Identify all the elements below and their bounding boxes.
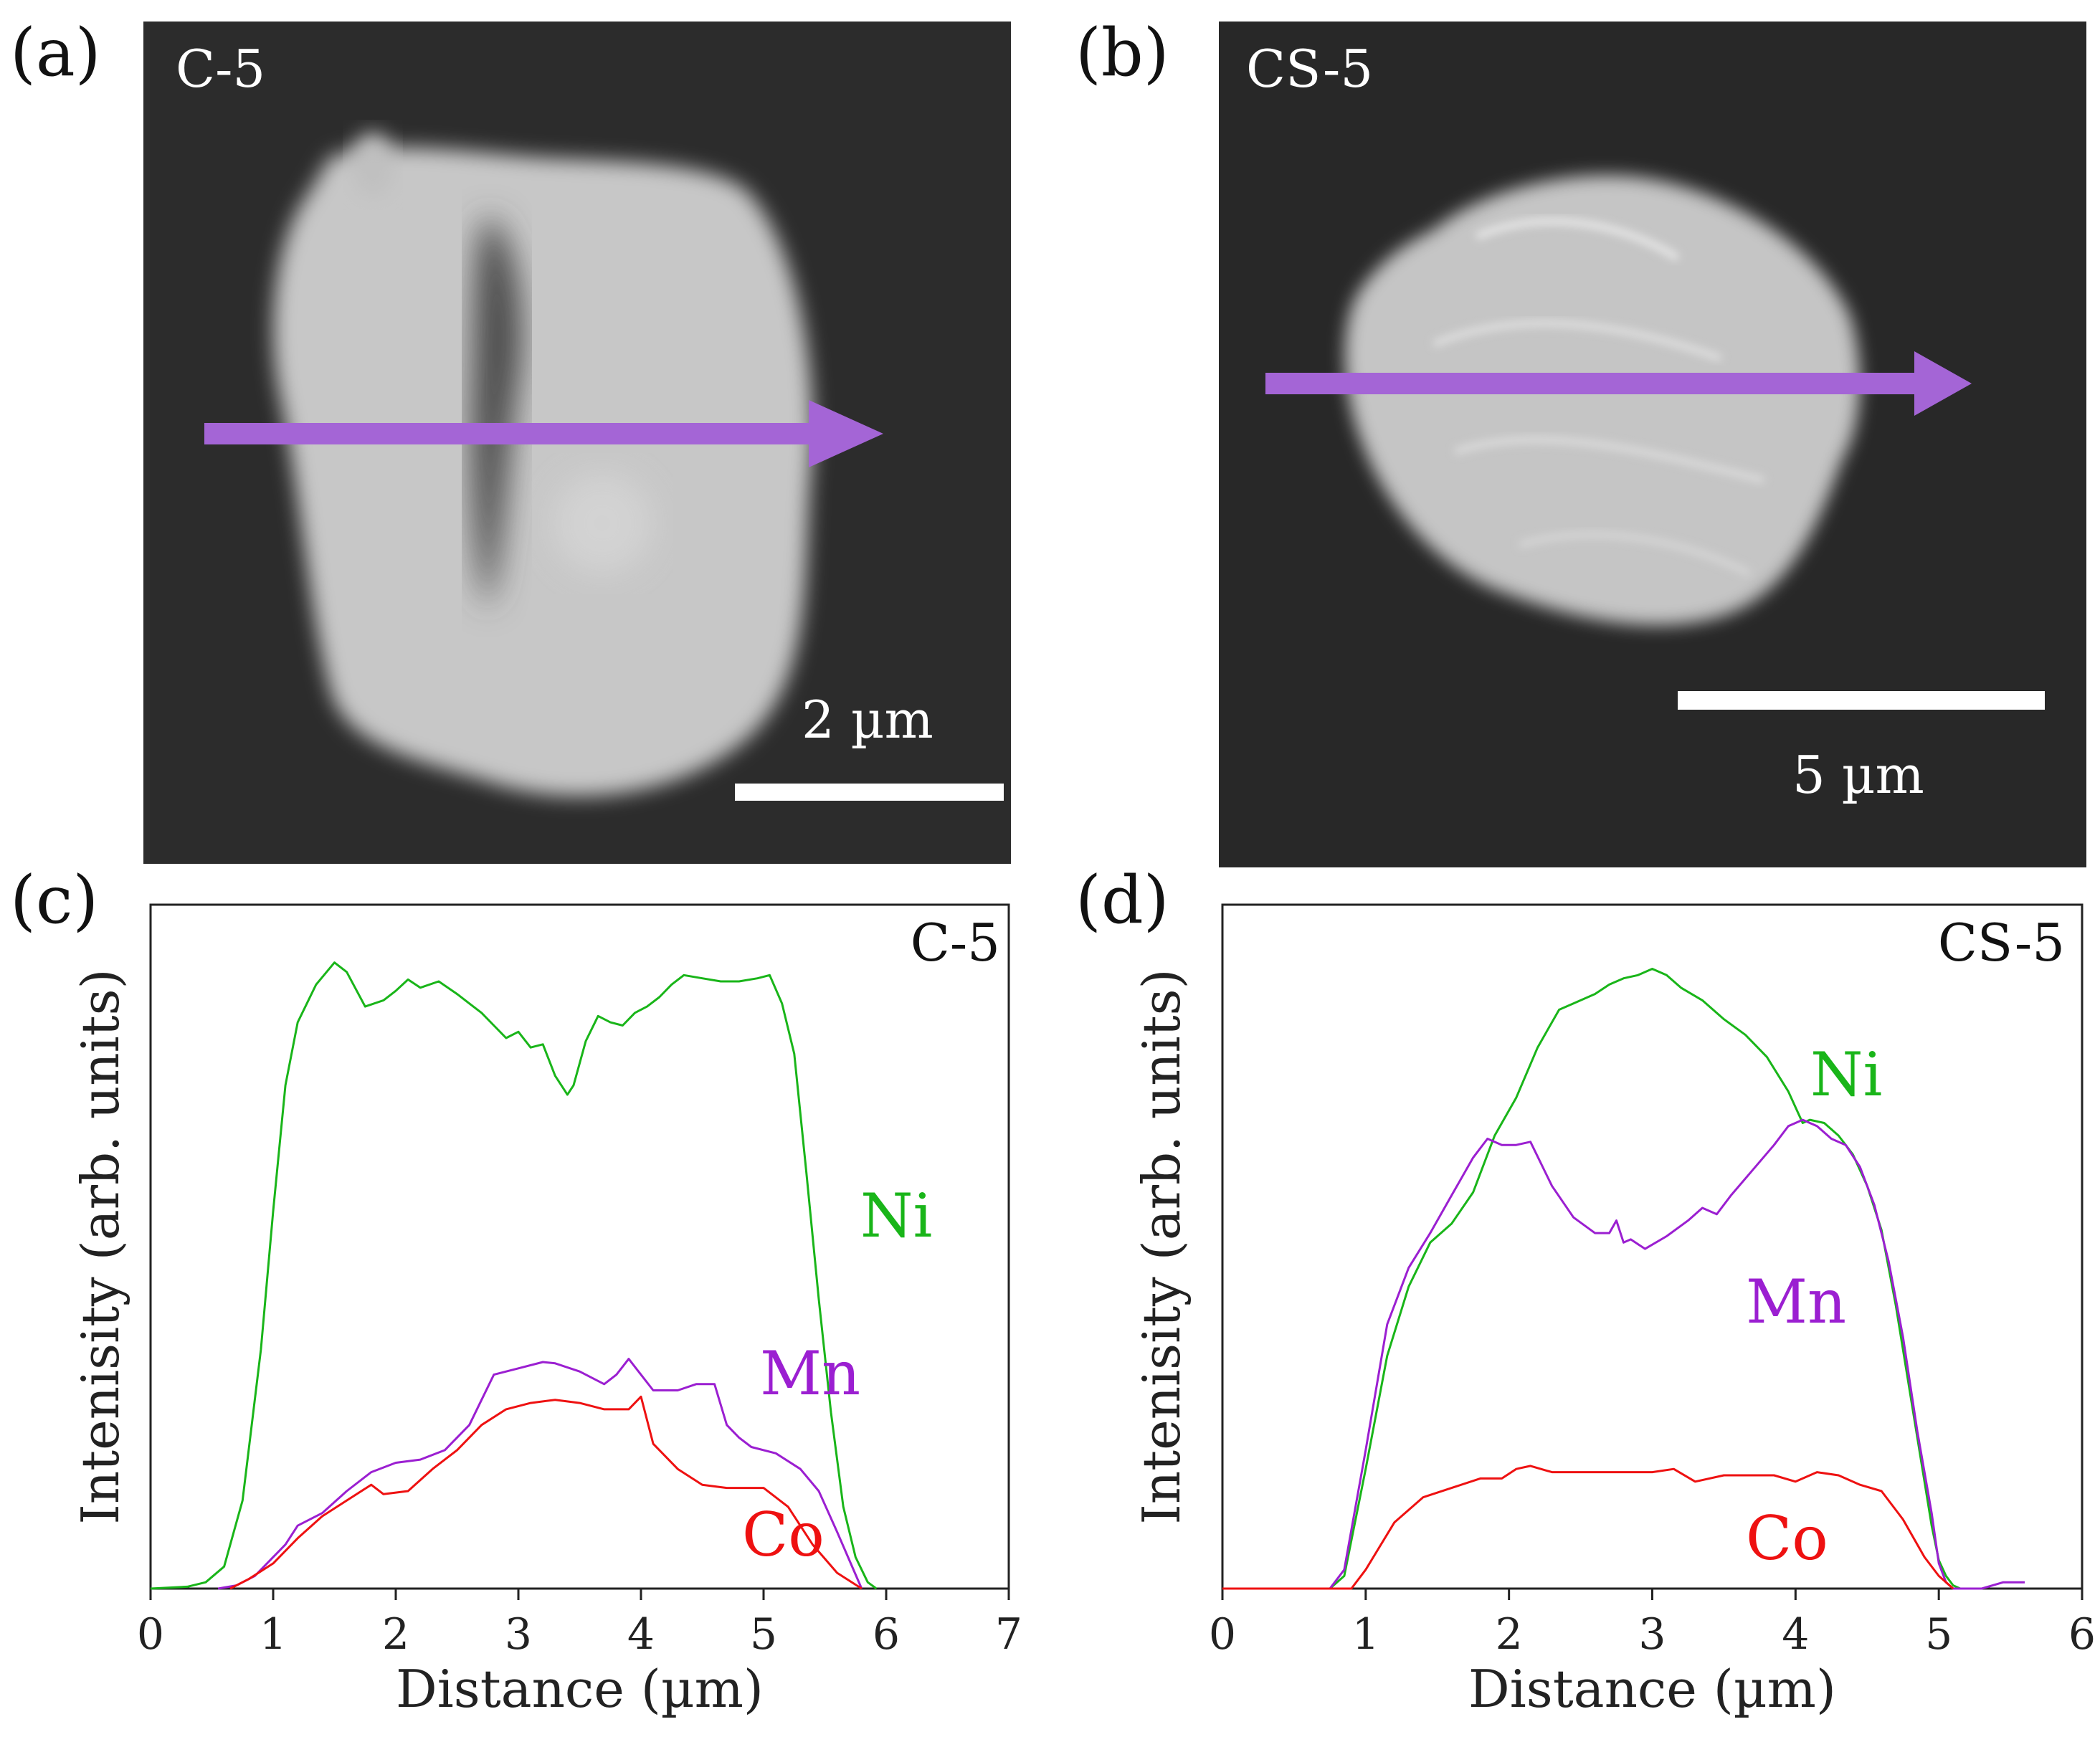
panel-label-d: (d) [1075, 862, 1169, 938]
x-axis-label-c5: Distance (µm) [396, 1659, 764, 1719]
x-axis-label-cs5: Distance (µm) [1468, 1659, 1836, 1719]
particle-cs5-ridge-3 [1454, 437, 1765, 484]
x-tick-label-c5-7: 7 [995, 1609, 1022, 1660]
linescan-arrow-shaft-b [1265, 373, 1932, 394]
linescan-plot-cs5: 0 1 2 3 4 5 6 Distance (µm) Intenisity (arb. uni… [1061, 896, 2100, 1747]
particle-cs5-ridge-2 [1433, 320, 1722, 362]
linescan-arrow-shaft-a [204, 423, 814, 444]
series-line-c5-ni [150, 961, 878, 1590]
linescan-arrow-head-a [809, 400, 883, 467]
scale-bar-label-a: 2 µm [802, 690, 933, 750]
linescan-arrow-head-b [1914, 351, 1972, 416]
linescan-plot-c5: 0 1 2 3 4 5 6 7 Distance (µm) Intenisity (arb. un… [0, 896, 1047, 1747]
particle-cs5-ridge-4 [1519, 531, 1751, 576]
scale-bar-label-b: 5 µm [1792, 745, 1924, 805]
x-tick-label-cs5-1: 1 [1352, 1609, 1379, 1660]
linescan-plot-c5-svg: 0 1 2 3 4 5 6 7 Distance (µm) Intenisity (arb. un… [70, 903, 1022, 1719]
series-label-cs5-co: Co [1746, 1503, 1828, 1574]
particle-c5-highlight [552, 473, 652, 573]
sem-image-cs5: CS-5 5 µm [1219, 22, 2086, 867]
series-line-cs5-mn [1329, 1118, 2025, 1590]
series-line-c5-mn [217, 1358, 863, 1590]
y-axis-label-c5: Intenisity (arb. units) [70, 968, 130, 1524]
x-tick-label-cs5-6: 6 [2068, 1609, 2096, 1660]
series-label-cs5-ni: Ni [1810, 1039, 1882, 1110]
x-tick-label-c5-2: 2 [382, 1609, 409, 1660]
scale-bar-a [735, 784, 1004, 801]
series-label-c5-mn: Mn [760, 1338, 860, 1409]
sample-label-cs5: CS-5 [1246, 39, 1374, 99]
panel-label-c: (c) [10, 862, 99, 938]
series-label-cs5-mn: Mn [1746, 1267, 1846, 1337]
x-tick-label-cs5-2: 2 [1496, 1609, 1523, 1660]
particle-cs5-ridge-1 [1475, 217, 1680, 262]
sample-label-c5: C-5 [176, 39, 266, 99]
x-tick-label-cs5-5: 5 [1925, 1609, 1952, 1660]
panel-label-a: (a) [10, 14, 101, 91]
x-tick-label-cs5-3: 3 [1638, 1609, 1666, 1660]
sem-image-c5: C-5 2 µm [143, 22, 1011, 864]
plot-title-c5: C-5 [911, 913, 1000, 973]
linescan-arrow-a [204, 400, 883, 467]
x-tick-label-c5-1: 1 [260, 1609, 287, 1660]
plot-frame-c5 [149, 903, 1010, 1590]
particle-cs5 [1345, 175, 1860, 626]
particle-c5 [273, 147, 813, 796]
plot-frame-cs5 [1221, 903, 2084, 1590]
plot-title-cs5: CS-5 [1938, 913, 2065, 973]
particle-c5-crevice [472, 215, 522, 609]
x-tick-label-cs5-4: 4 [1782, 1609, 1809, 1660]
x-tick-label-c5-5: 5 [750, 1609, 777, 1660]
x-tick-label-c5-4: 4 [627, 1609, 655, 1660]
series-line-c5-co [229, 1395, 863, 1590]
y-axis-label-cs5: Intenisity (arb. units) [1131, 968, 1192, 1524]
series-label-c5-ni: Ni [860, 1181, 932, 1251]
x-tick-label-c5-0: 0 [137, 1609, 164, 1660]
x-tick-label-cs5-0: 0 [1209, 1609, 1236, 1660]
scale-bar-b [1678, 691, 2045, 710]
panel-label-b: (b) [1075, 14, 1169, 91]
sem-image-cs5-graphic [1219, 22, 2086, 867]
linescan-arrow-b [1265, 351, 1972, 416]
series-label-c5-co: Co [742, 1500, 825, 1570]
series-line-cs5-ni [1329, 968, 1961, 1590]
series-line-cs5-co [1222, 1465, 1954, 1590]
x-tick-label-c5-6: 6 [873, 1609, 900, 1660]
particle-c5-tip [351, 133, 394, 197]
x-tick-label-c5-3: 3 [505, 1609, 532, 1660]
linescan-plot-cs5-svg: 0 1 2 3 4 5 6 Distance (µm) Intenisity (arb. uni… [1131, 903, 2096, 1719]
